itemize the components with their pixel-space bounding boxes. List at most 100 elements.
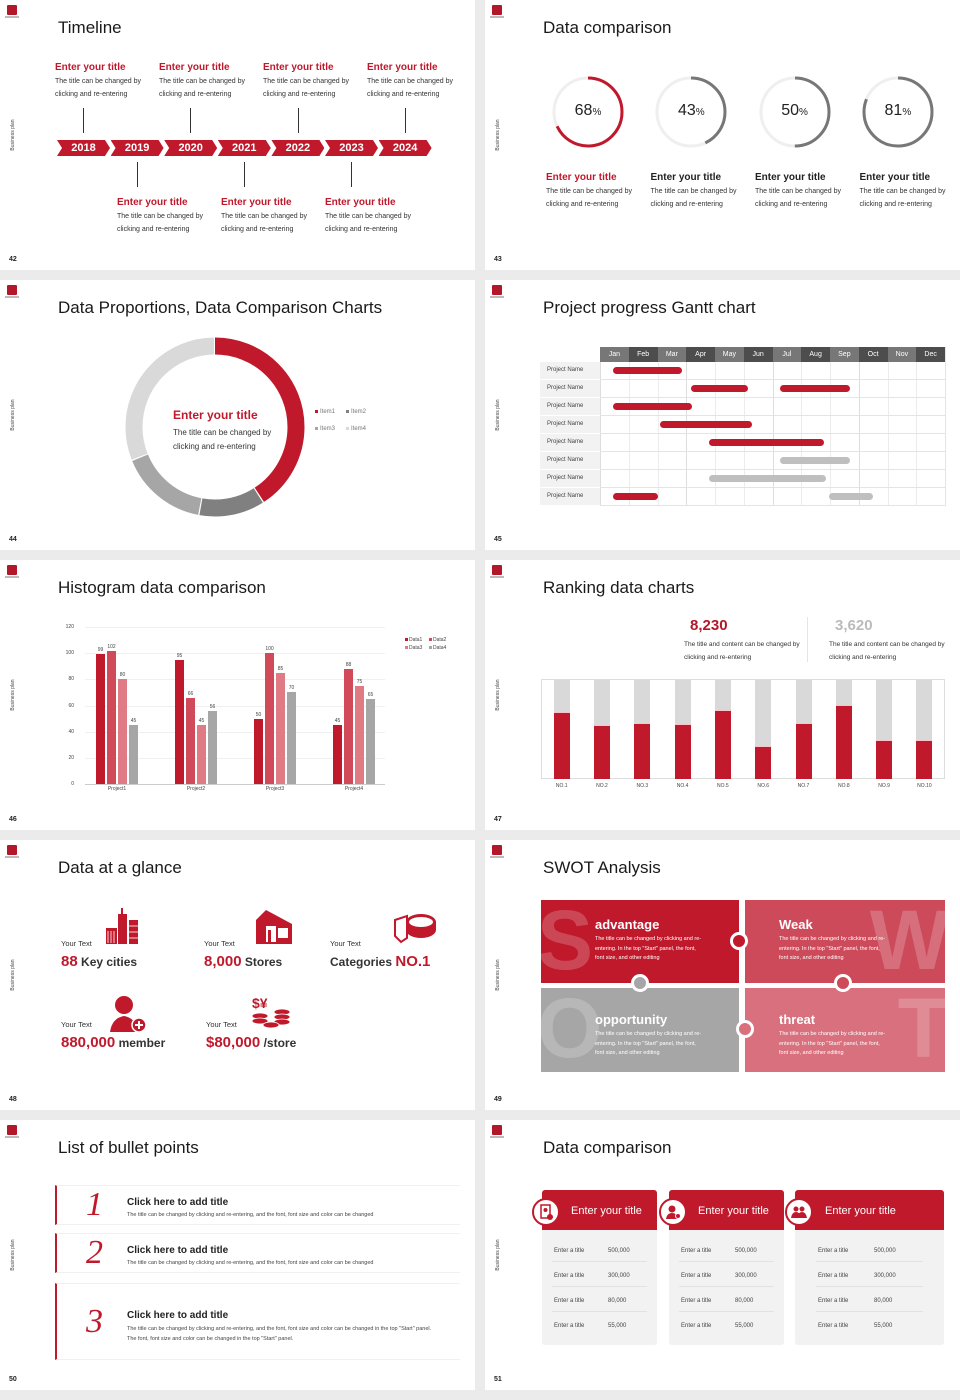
bullet-item[interactable] (55, 1185, 460, 1225)
item-title: Enter your title (859, 172, 931, 183)
item-desc: The title can be changed by clicking and… (546, 188, 633, 208)
swot-threat[interactable]: T threat The title can be changed by cli… (745, 988, 945, 1072)
slide-gantt[interactable]: Business plan 45 Project progress Gantt … (485, 280, 960, 550)
gantt-bar[interactable] (612, 367, 682, 374)
bar-value-label: 45 (334, 718, 341, 725)
grid-line (830, 362, 831, 506)
row-divider (816, 1311, 923, 1312)
gantt-bar[interactable] (709, 439, 825, 446)
slide-histogram[interactable]: Business plan 46 Histogram data comparis… (0, 560, 475, 830)
year-chevron: 2020 (164, 140, 217, 156)
card-header (542, 1190, 657, 1230)
logo-icon (492, 285, 502, 295)
swot-letter: T (897, 988, 945, 1072)
slide-glance[interactable]: Business plan 48 Data at a glance Your T… (0, 840, 475, 1110)
donut-chart (125, 337, 305, 517)
row-label: Enter a title (554, 1298, 585, 1304)
page-number: 51 (494, 1376, 502, 1383)
bar-value-label: 95 (176, 652, 183, 659)
page-number: 48 (9, 1096, 17, 1103)
slide-rings[interactable]: Business plan 43 Data comparison 68% Ente… (485, 0, 960, 270)
row-value: 80,000 (874, 1298, 893, 1304)
slide-donut[interactable]: Business plan 44 Data Proportions, Data … (0, 280, 475, 550)
swot-advantage[interactable]: S advantage The title can be changed by … (541, 900, 739, 983)
year-chevron: 2018 (57, 140, 110, 156)
logo-caption (490, 16, 504, 18)
row-divider (600, 505, 945, 506)
item-desc: The title can be changed by clicking and… (325, 213, 412, 233)
gantt-bar[interactable] (612, 403, 692, 410)
rank-bar (755, 746, 772, 779)
rank-bar (674, 723, 691, 779)
stat-label: Your Text (61, 939, 92, 948)
page-number: 44 (9, 536, 17, 543)
swot-title: advantage (595, 917, 660, 932)
project-label: Project Name (540, 380, 600, 397)
bar-data3 (197, 725, 206, 784)
grid-line (772, 362, 774, 506)
ring-value: 81% (884, 102, 912, 119)
swot-weak[interactable]: W Weak The title can be changed by click… (745, 900, 945, 983)
gantt-bar[interactable] (779, 457, 851, 464)
rank-bar (835, 704, 852, 779)
month-header: Jul (772, 347, 802, 362)
row-value: 55,000 (608, 1323, 627, 1329)
gantt-bar[interactable] (779, 385, 851, 392)
logo-caption (5, 296, 19, 298)
gantt-bar[interactable] (828, 493, 874, 500)
gantt-bar[interactable] (709, 475, 826, 482)
slide-ranking[interactable]: Business plan 47 Ranking data charts 8,2… (485, 560, 960, 830)
logo-icon (492, 565, 502, 575)
bullet-number: 3 (86, 1302, 103, 1340)
project-label: Project Name (540, 416, 600, 433)
rank-bar (916, 740, 933, 779)
gantt-bar[interactable] (660, 421, 753, 428)
slide-title: SWOT Analysis (543, 858, 661, 877)
x-tick-label: NO.4 (676, 783, 689, 789)
bar-data2 (344, 668, 353, 784)
bar-value-label: 99 (97, 647, 104, 654)
bar-value-label: 80 (119, 672, 126, 679)
row-value: 80,000 (608, 1298, 627, 1304)
bullet-item[interactable] (55, 1233, 460, 1273)
swot-title: opportunity (595, 1012, 668, 1027)
coins-icon: $¥ (250, 994, 292, 1035)
year-chevron: 2024 (379, 140, 432, 156)
legend-swatch (346, 409, 349, 413)
bullet-desc: The title can be changed by clicking and… (127, 1260, 374, 1266)
bar-value-label: 88 (345, 661, 352, 668)
bar-data2 (186, 697, 195, 784)
row-label: Enter a title (681, 1298, 712, 1304)
item-desc: The title can be changed by clicking and… (367, 78, 454, 98)
row-value: 500,000 (874, 1248, 896, 1254)
legend-swatch (315, 409, 318, 413)
slide-swot[interactable]: Business plan 49 SWOT Analysis S advanta… (485, 840, 960, 1110)
card-title: Enter your title (698, 1205, 769, 1217)
logo-icon (492, 1125, 502, 1135)
logo-caption (5, 16, 19, 18)
bullet-item[interactable] (55, 1283, 460, 1360)
stat-label: Your Text (330, 939, 361, 948)
legend-item: Item4 (346, 426, 366, 432)
row-divider (600, 415, 945, 416)
slide-timeline[interactable]: Business plan 42 Timeline 2018 2019 2020 20… (0, 0, 475, 270)
gantt-bar[interactable] (690, 385, 749, 392)
project-label: Project Name (540, 398, 600, 415)
x-tick-label: NO.2 (596, 783, 608, 789)
bar-data4 (287, 692, 296, 784)
slide-cards[interactable]: Business plan 51 Data comparison Enter y… (485, 1120, 960, 1390)
ring-value: 50% (781, 102, 808, 119)
grid-line (657, 362, 659, 506)
bullet-desc: The title can be changed by clicking and… (127, 1325, 432, 1342)
swot-title: Weak (779, 917, 813, 932)
gantt-bar[interactable] (612, 493, 658, 500)
x-tick-label: Project1 (107, 786, 127, 792)
swot-opportunity[interactable]: O opportunity The title can be changed b… (541, 988, 739, 1072)
bar-value-label: 45 (198, 718, 205, 725)
sidebar-label: Business plan (10, 399, 16, 431)
slide-bullets[interactable]: Business plan 50 List of bullet points 1… (0, 1120, 475, 1390)
rank-bar (553, 711, 570, 779)
row-divider (600, 451, 945, 452)
month-header: Feb (628, 347, 658, 362)
x-tick-label: NO.3 (636, 783, 649, 789)
